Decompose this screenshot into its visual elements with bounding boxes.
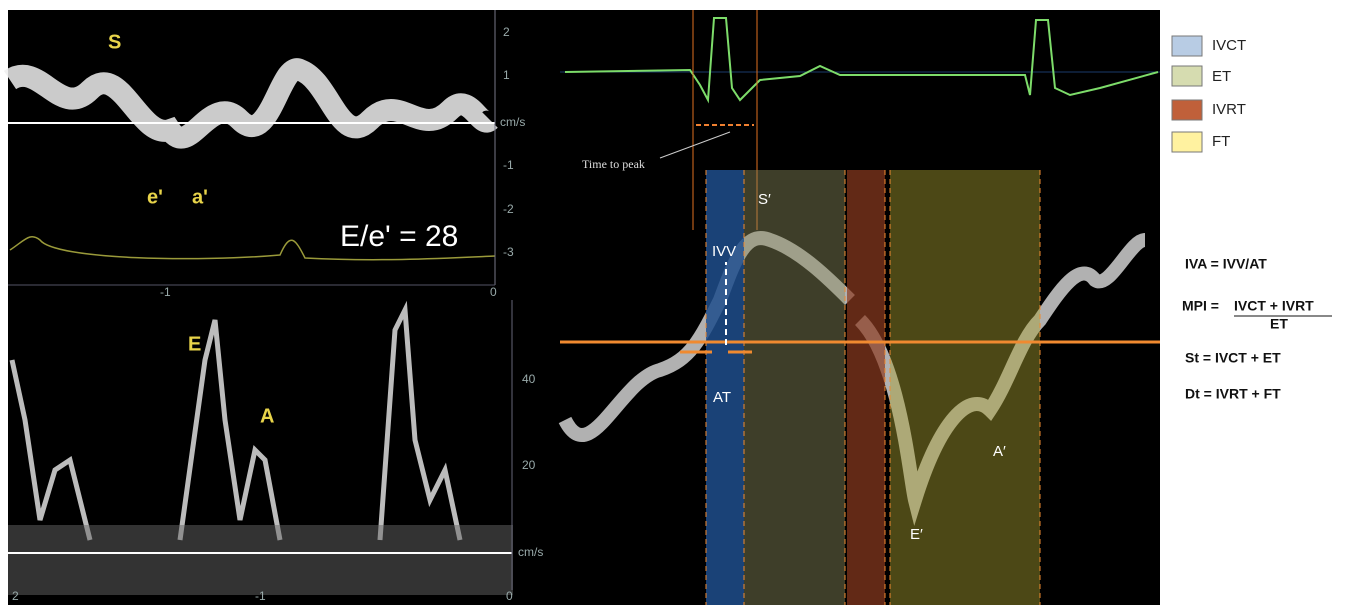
formula: Dt = IVRT + FT bbox=[1185, 386, 1281, 402]
annotation: Time to peak bbox=[582, 157, 645, 171]
x-tick-label: -1 bbox=[255, 589, 266, 603]
formula: IVA = IVV/AT bbox=[1185, 256, 1267, 272]
y-tick-label: 2 bbox=[503, 25, 510, 39]
legend-swatch bbox=[1172, 100, 1202, 120]
legend-swatch bbox=[1172, 36, 1202, 56]
wave-label: E′ bbox=[910, 526, 923, 543]
formula: St = IVCT + ET bbox=[1185, 350, 1281, 366]
wave-label: A′ bbox=[993, 443, 1006, 460]
legend-swatch bbox=[1172, 132, 1202, 152]
wave-label: S′ bbox=[758, 191, 771, 208]
ivrt-band bbox=[847, 170, 885, 605]
y-tick-label: 1 bbox=[503, 68, 510, 82]
y-tick-label: cm/s bbox=[518, 545, 543, 559]
wave-label: S bbox=[108, 31, 121, 53]
legend-label: ET bbox=[1212, 68, 1231, 85]
y-tick-label: -2 bbox=[503, 202, 514, 216]
noise-band bbox=[8, 525, 513, 595]
wave-label: A bbox=[260, 405, 274, 427]
y-tick-label: -3 bbox=[503, 245, 514, 259]
y-tick-label: cm/s bbox=[500, 115, 525, 129]
figure: 2 1 cm/s -1 -2 -3 -1 0 S e' a' E/e' = 28… bbox=[0, 0, 1347, 605]
wave-label: a' bbox=[192, 186, 208, 208]
wave-label: E bbox=[188, 333, 201, 355]
legend-swatch bbox=[1172, 66, 1202, 86]
y-tick-label: 20 bbox=[522, 458, 536, 472]
legend-label: IVRT bbox=[1212, 101, 1246, 118]
formula: MPI = bbox=[1182, 298, 1219, 314]
legend-label: IVCT bbox=[1212, 37, 1246, 54]
y-tick-label: 40 bbox=[522, 372, 536, 386]
formula: IVCT + IVRT bbox=[1234, 298, 1314, 314]
x-tick-label: 2 bbox=[12, 589, 19, 603]
x-tick-label: 0 bbox=[506, 589, 513, 603]
x-tick-label: 0 bbox=[490, 285, 497, 299]
formula: ET bbox=[1270, 316, 1288, 332]
y-tick-label: -1 bbox=[503, 158, 514, 172]
legend-label: FT bbox=[1212, 133, 1230, 150]
ratio-label: E/e' = 28 bbox=[340, 220, 458, 253]
wave-label: e' bbox=[147, 186, 163, 208]
et-band bbox=[744, 170, 845, 605]
x-tick-label: -1 bbox=[160, 285, 171, 299]
wave-label: IVV bbox=[712, 243, 736, 260]
ivct-band bbox=[706, 170, 744, 605]
wave-label: AT bbox=[713, 389, 731, 406]
